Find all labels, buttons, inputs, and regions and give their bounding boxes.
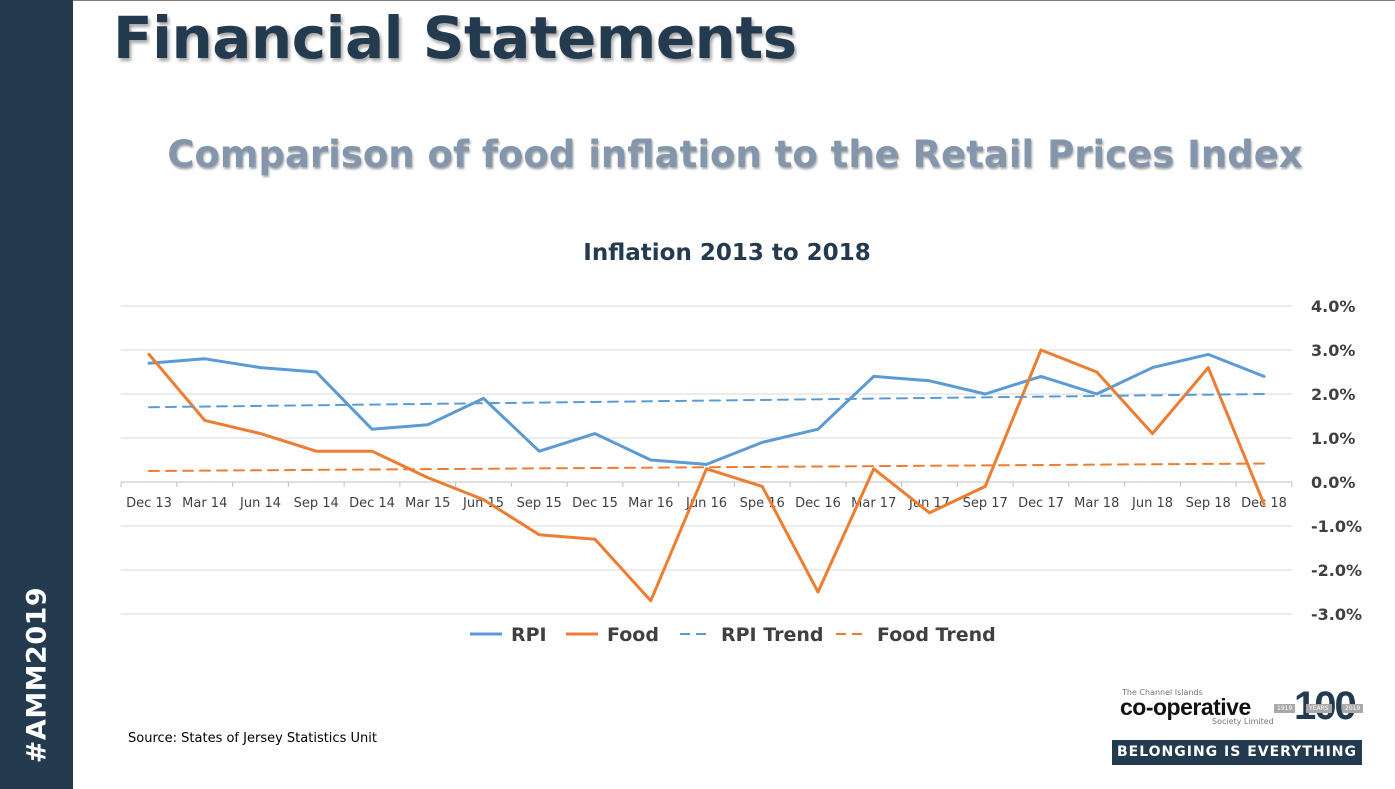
y-tick-label: -1.0%: [1311, 517, 1362, 536]
y-tick-label: 2.0%: [1311, 385, 1355, 404]
x-tick-label: Dec 13: [126, 496, 172, 511]
chart-title: Inflation 2013 to 2018: [583, 240, 871, 266]
legend-label-rpi: RPI: [511, 624, 547, 646]
x-tick-label: Mar 15: [405, 496, 450, 511]
logo-year-end: 2019: [1342, 704, 1364, 713]
y-tick-label: 3.0%: [1311, 341, 1355, 360]
x-tick-label: Dec 14: [349, 496, 395, 511]
series-line-rpi-trend: [148, 393, 1265, 409]
logo-brand: co-operative: [1120, 694, 1251, 720]
x-tick-label: Dec 15: [572, 496, 618, 511]
x-tick-label: Jun 18: [1131, 496, 1173, 511]
x-tick-label: Dec 17: [1018, 496, 1064, 511]
legend-label-food: Food: [607, 624, 659, 646]
page-title: Financial Statements: [113, 4, 797, 72]
legend-label-rpi-trend: RPI Trend: [721, 624, 824, 646]
x-tick-label: Sep 18: [1186, 496, 1231, 511]
x-tick-label: Mar 18: [1074, 496, 1119, 511]
series-line-food: [147, 348, 1266, 603]
logo-years-label: YEARS: [1306, 704, 1332, 713]
x-tick-label: Sep 14: [294, 496, 339, 511]
coop-logo: The Channel Islands co-operative Society…: [1112, 684, 1364, 766]
logo-year-start: 1919: [1274, 704, 1296, 713]
x-tick-label: Dec 16: [795, 496, 841, 511]
logo-sub-text: Society Limited: [1212, 717, 1274, 726]
x-tick-label: Mar 14: [182, 496, 227, 511]
x-tick-label: Sep 15: [517, 496, 562, 511]
y-tick-label: 1.0%: [1311, 429, 1355, 448]
y-tick-label: 0.0%: [1311, 473, 1355, 492]
x-tick-label: Jun 17: [908, 496, 950, 511]
page-subtitle: Comparison of food inflation to the Reta…: [167, 133, 1303, 176]
series-line-rpi: [147, 352, 1266, 466]
source-note: Source: States of Jersey Statistics Unit: [128, 731, 377, 746]
logo-tagline: BELONGING IS EVERYTHING: [1112, 740, 1362, 765]
x-tick-label: Spe 16: [740, 496, 785, 511]
x-tick-label: Jun 16: [685, 496, 727, 511]
x-tick-label: Sep 17: [963, 496, 1008, 511]
x-tick-label: Jun 14: [239, 496, 281, 511]
x-tick-label: Mar 16: [628, 496, 673, 511]
y-tick-label: -3.0%: [1311, 605, 1362, 624]
logo-top-text: The Channel Islands: [1122, 688, 1203, 697]
y-tick-label: -2.0%: [1311, 561, 1362, 580]
y-tick-label: 4.0%: [1311, 297, 1355, 316]
legend-label-food-trend: Food Trend: [877, 624, 996, 646]
top-border: [0, 0, 1395, 1]
x-tick-label: Mar 17: [851, 496, 896, 511]
sidebar: #AMM2019: [0, 0, 73, 789]
